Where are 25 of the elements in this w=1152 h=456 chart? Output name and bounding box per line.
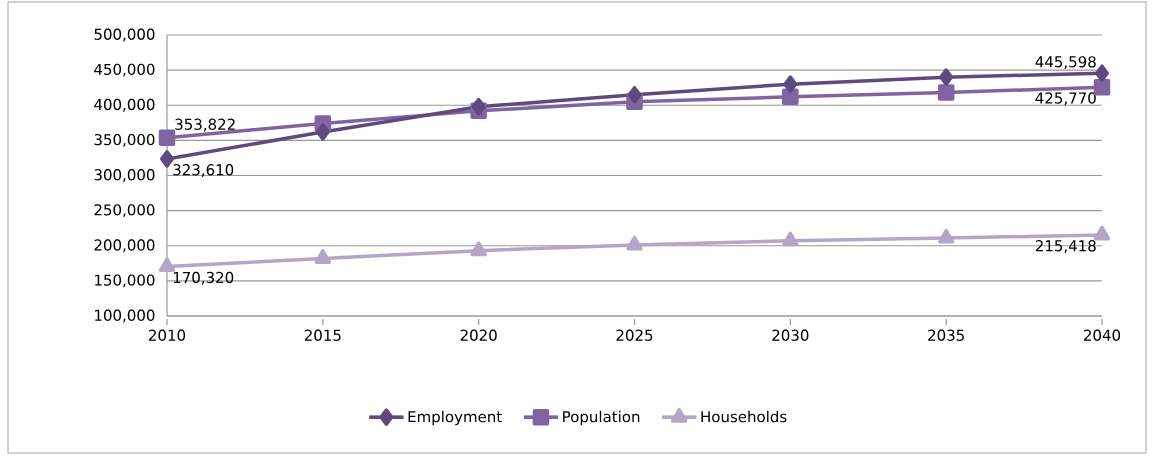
y-tick-label: 150,000 xyxy=(95,274,155,288)
legend-label: Households xyxy=(701,410,787,423)
x-tick-label: 2035 xyxy=(928,329,964,341)
x-tick-label: 2040 xyxy=(1084,329,1121,341)
y-tick-label: 100,000 xyxy=(95,309,155,323)
x-tick-label: 2020 xyxy=(460,329,497,341)
y-tick-label: 350,000 xyxy=(94,133,155,147)
data-label: 215,418 xyxy=(1035,240,1096,253)
y-tick-label: 200,000 xyxy=(94,239,155,253)
y-tick-label: 500,000 xyxy=(94,28,155,42)
y-tick-label: 300,000 xyxy=(94,169,155,182)
x-tick-label: 2010 xyxy=(149,329,186,341)
data-label: 323,610 xyxy=(173,164,234,177)
y-tick-label: 250,000 xyxy=(94,204,155,218)
x-tick-label: 2030 xyxy=(772,329,809,341)
data-label: 425,770 xyxy=(1035,92,1096,106)
data-label: 170,320 xyxy=(173,271,234,285)
data-label: 445,598 xyxy=(1035,56,1096,70)
legend-label: Population xyxy=(563,410,640,426)
x-tick-label: 2025 xyxy=(616,329,653,341)
data-label: 353,822 xyxy=(175,118,235,132)
x-tick-label: 2015 xyxy=(304,329,341,341)
y-tick-label: 400,000 xyxy=(94,98,155,112)
y-tick-label: 450,000 xyxy=(94,63,155,77)
legend-label: Employment xyxy=(408,410,502,426)
